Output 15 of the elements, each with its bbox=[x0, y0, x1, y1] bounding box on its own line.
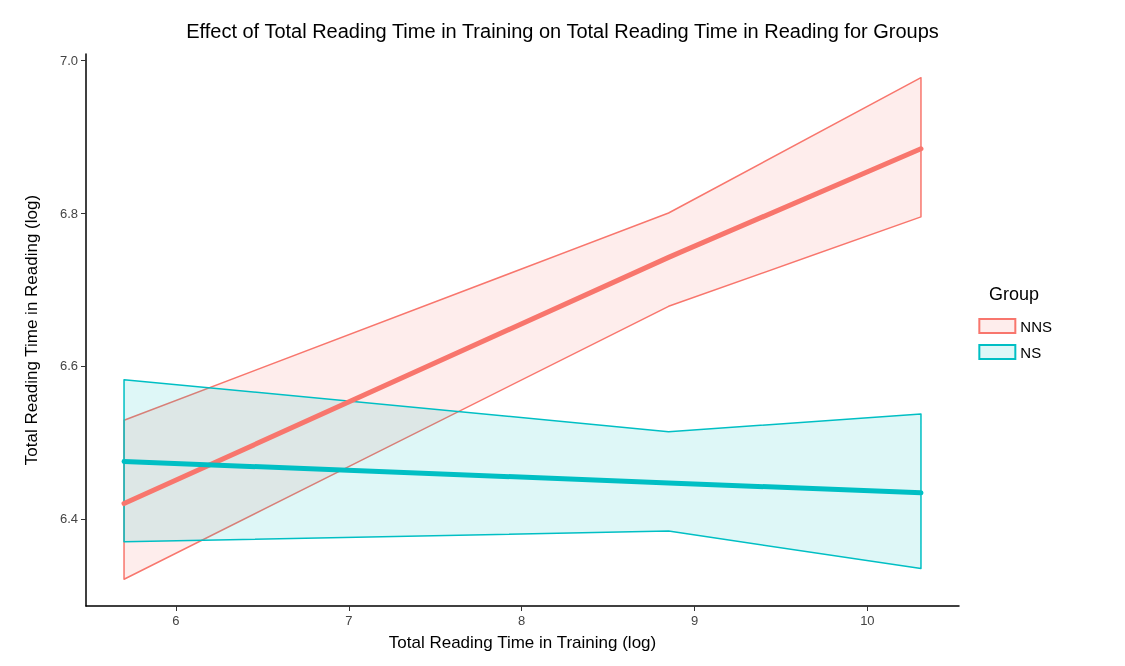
legend-label: NS bbox=[1020, 343, 1042, 361]
x-tick-label: 10 bbox=[860, 613, 875, 628]
x-tick-label: 7 bbox=[345, 613, 353, 628]
y-tick-label: 6.6 bbox=[59, 358, 78, 374]
x-axis-title: Total Reading Time in Training (log) bbox=[388, 633, 657, 652]
legend-title: Group bbox=[988, 284, 1039, 304]
x-tick-label: 9 bbox=[690, 613, 699, 628]
y-axis-title: Total Reading Time in Reading (log) bbox=[22, 194, 41, 466]
x-tick-label: 8 bbox=[518, 613, 526, 628]
legend-label: NNS bbox=[1020, 317, 1052, 335]
y-tick-label: 6.4 bbox=[59, 511, 78, 527]
y-tick-label: 7.0 bbox=[59, 52, 78, 68]
y-tick-label: 6.8 bbox=[59, 205, 78, 221]
x-tick-label: 6 bbox=[172, 613, 180, 628]
chart-title: Effect of Total Reading Time in Training on Total Reading Time in Reading for Groups bbox=[186, 20, 939, 42]
